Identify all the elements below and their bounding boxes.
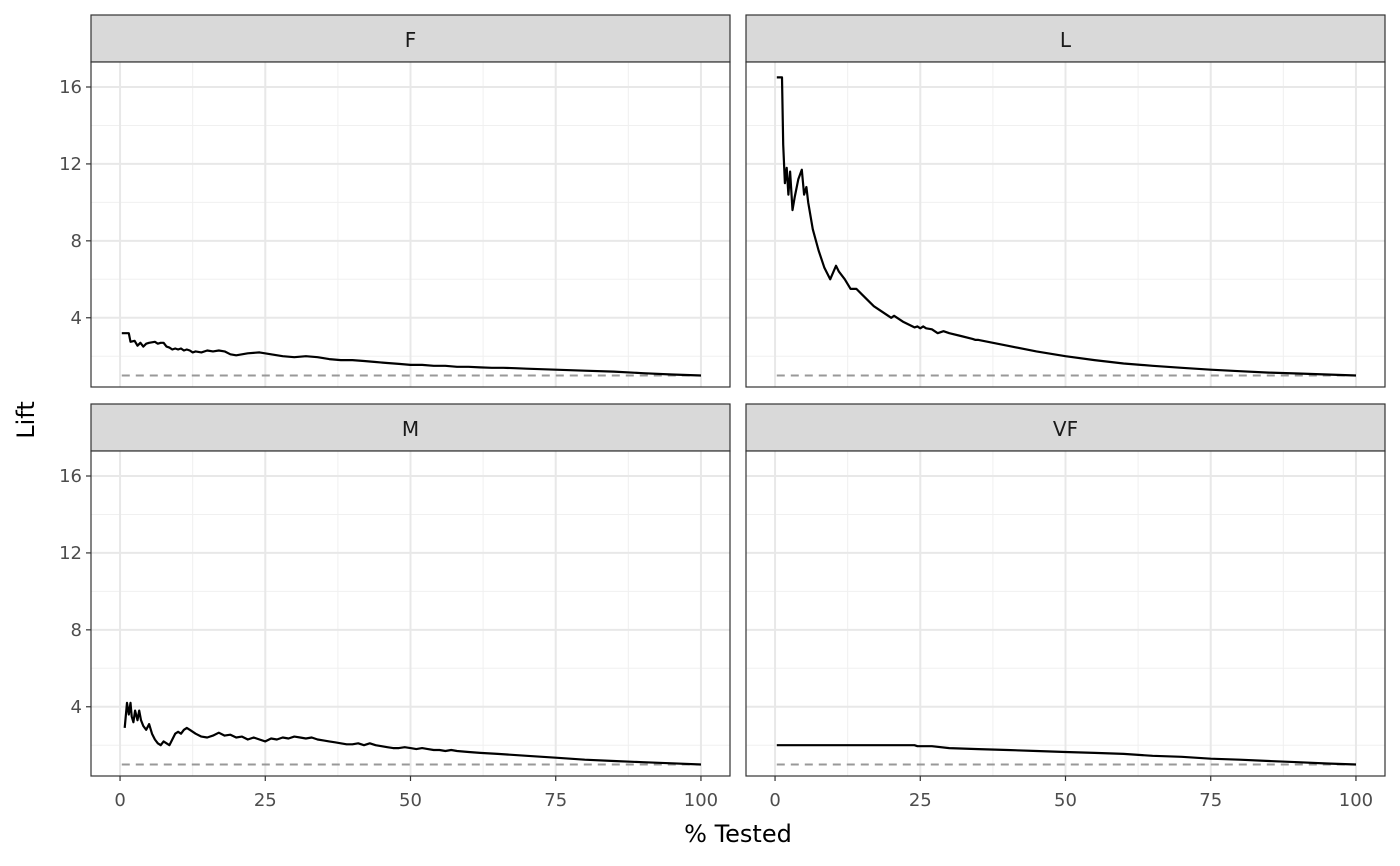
- facet-strip-label: M: [402, 417, 419, 441]
- facet-strip: [90, 403, 731, 452]
- y-axis-title: Lift: [12, 401, 40, 438]
- lift-line-l: [776, 76, 1357, 377]
- x-tick-label: 0: [769, 790, 780, 811]
- x-tick-label: 75: [544, 790, 567, 811]
- panel-border: [90, 61, 731, 388]
- y-tick-label: 4: [71, 697, 82, 718]
- panels-layer: F 4 8 12 16 L M 4 8 12 16 0 25 50 75 100 VF 0 25 50 75 100: [59, 14, 1386, 811]
- x-tick-label: 50: [399, 790, 422, 811]
- y-tick-label: 16: [59, 466, 82, 487]
- lift-line-m: [123, 701, 702, 766]
- facet-strip-label: F: [405, 28, 417, 52]
- y-tick-label: 12: [59, 154, 82, 175]
- facet-strip: [90, 14, 731, 63]
- x-tick-label: 100: [1339, 790, 1373, 811]
- facet-panel-vf: VF 0 25 50 75 100: [745, 403, 1386, 811]
- x-tick-label: 25: [909, 790, 932, 811]
- facet-strip-label: VF: [1053, 417, 1078, 441]
- facet-panel-l: L: [745, 14, 1386, 388]
- y-tick-label: 16: [59, 77, 82, 98]
- facet-panel-f: F 4 8 12 16: [59, 14, 731, 388]
- facet-strip: [745, 403, 1386, 452]
- x-tick-label: 100: [684, 790, 718, 811]
- x-tick-label: 25: [254, 790, 277, 811]
- panel-border: [745, 61, 1386, 388]
- y-tick-label: 8: [71, 231, 82, 252]
- lift-line-f: [121, 332, 702, 377]
- y-tick-label: 12: [59, 543, 82, 564]
- lift-line-vf: [776, 744, 1357, 766]
- x-tick-label: 50: [1054, 790, 1077, 811]
- y-tick-label: 4: [71, 308, 82, 329]
- x-tick-label: 0: [114, 790, 125, 811]
- y-tick-label: 8: [71, 620, 82, 641]
- facet-panel-m: M 4 8 12 16 0 25 50 75 100: [59, 403, 731, 811]
- x-axis-title: % Tested: [684, 820, 792, 848]
- facet-strip: [745, 14, 1386, 63]
- facet-strip-label: L: [1060, 28, 1072, 52]
- x-tick-label: 75: [1199, 790, 1222, 811]
